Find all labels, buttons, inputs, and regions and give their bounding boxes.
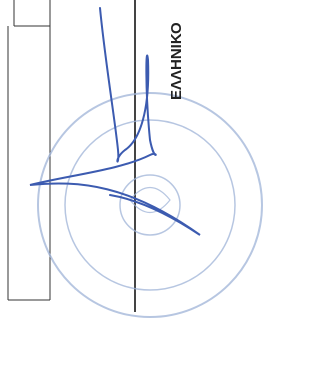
heading: ΕΛΛΗΝΙΚΟ (168, 22, 185, 100)
scanned-document: ΕΛΛΗΝΙΚΟ (0, 0, 272, 381)
page: ΕΛΛΗΝΙΚΟ (() => { const data = JSON.pars… (0, 0, 272, 381)
